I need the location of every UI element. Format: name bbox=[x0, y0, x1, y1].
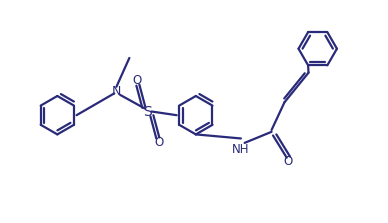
Text: S: S bbox=[144, 105, 152, 118]
Text: O: O bbox=[284, 155, 293, 168]
Text: NH: NH bbox=[231, 143, 249, 156]
Text: O: O bbox=[132, 74, 141, 87]
Text: O: O bbox=[154, 136, 163, 149]
Text: N: N bbox=[112, 85, 121, 98]
